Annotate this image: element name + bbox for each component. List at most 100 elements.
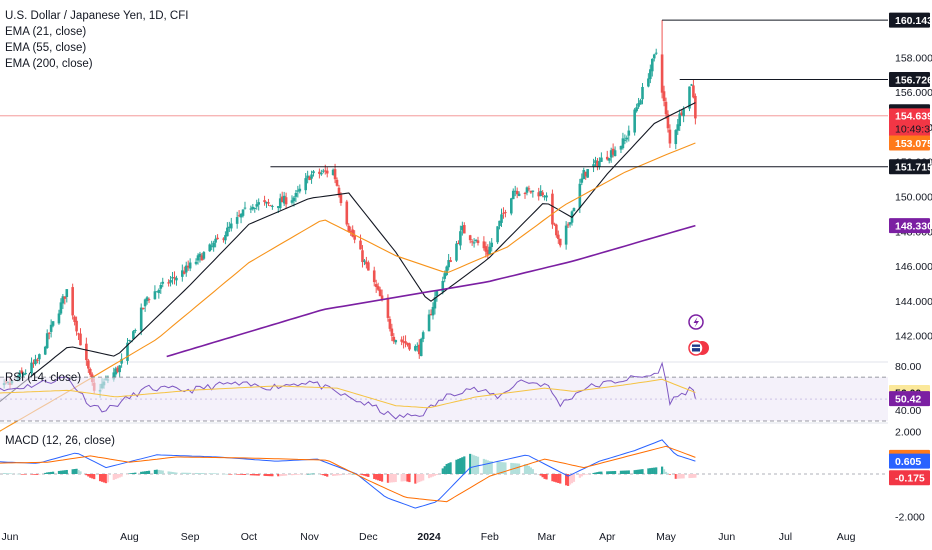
candle[interactable] xyxy=(688,86,691,112)
candle[interactable] xyxy=(308,175,311,181)
candle[interactable] xyxy=(690,83,693,86)
candle[interactable] xyxy=(523,191,527,199)
candle[interactable] xyxy=(214,235,217,248)
rsi-title[interactable]: RSI (14, close) xyxy=(5,372,82,384)
candle[interactable] xyxy=(498,220,501,230)
candle[interactable] xyxy=(592,158,595,173)
candle[interactable] xyxy=(267,198,270,206)
ema21-line[interactable] xyxy=(0,102,696,414)
candle[interactable] xyxy=(73,315,76,326)
candle[interactable] xyxy=(63,296,67,305)
candle[interactable] xyxy=(367,260,370,271)
candle[interactable] xyxy=(353,230,356,244)
candle[interactable] xyxy=(132,330,135,341)
candle[interactable] xyxy=(263,195,266,206)
ema200-legend[interactable]: EMA (200, close) xyxy=(5,58,93,70)
candle[interactable] xyxy=(229,217,233,232)
candle[interactable] xyxy=(228,221,231,233)
candle[interactable] xyxy=(365,256,368,269)
candle[interactable] xyxy=(580,173,584,186)
candle[interactable] xyxy=(363,259,366,266)
candle[interactable] xyxy=(269,204,272,207)
candle[interactable] xyxy=(414,344,417,352)
candle[interactable] xyxy=(24,369,27,376)
candle[interactable] xyxy=(545,192,548,202)
candle[interactable] xyxy=(372,266,376,287)
candle[interactable] xyxy=(443,270,447,283)
candle[interactable] xyxy=(320,169,323,176)
candle[interactable] xyxy=(194,258,198,266)
candle[interactable] xyxy=(555,223,558,238)
candle[interactable] xyxy=(22,371,26,377)
candle[interactable] xyxy=(45,329,49,349)
candle[interactable] xyxy=(361,245,364,268)
candle[interactable] xyxy=(147,297,151,304)
candle[interactable] xyxy=(652,53,656,62)
candle[interactable] xyxy=(75,316,78,336)
ema55-line[interactable] xyxy=(0,142,696,440)
candle[interactable] xyxy=(278,193,282,211)
candle[interactable] xyxy=(304,172,307,195)
candle[interactable] xyxy=(650,58,654,77)
candle[interactable] xyxy=(255,199,259,210)
candle[interactable] xyxy=(511,188,515,200)
candle[interactable] xyxy=(290,195,294,205)
candle[interactable] xyxy=(347,223,351,233)
candle[interactable] xyxy=(525,186,529,196)
candle[interactable] xyxy=(114,366,118,378)
candle[interactable] xyxy=(445,265,448,277)
candle[interactable] xyxy=(139,303,143,336)
price-pane[interactable] xyxy=(0,19,888,440)
candle[interactable] xyxy=(325,167,329,178)
candle[interactable] xyxy=(627,125,631,142)
candle[interactable] xyxy=(359,234,362,250)
candle[interactable] xyxy=(488,241,492,256)
candle[interactable] xyxy=(510,197,513,216)
candle[interactable] xyxy=(654,48,658,55)
candle[interactable] xyxy=(600,152,603,162)
candle[interactable] xyxy=(312,170,315,177)
candle[interactable] xyxy=(310,170,313,184)
candle[interactable] xyxy=(500,208,503,227)
candle[interactable] xyxy=(468,234,472,244)
candle[interactable] xyxy=(402,335,405,349)
candle[interactable] xyxy=(455,240,458,262)
candle[interactable] xyxy=(241,209,245,218)
rsi-pane[interactable] xyxy=(0,361,888,422)
candle[interactable] xyxy=(181,264,184,282)
candle[interactable] xyxy=(374,279,378,293)
event-icons[interactable] xyxy=(688,314,709,356)
candle[interactable] xyxy=(128,339,131,342)
candle[interactable] xyxy=(331,168,335,176)
candle[interactable] xyxy=(284,192,288,209)
candle[interactable] xyxy=(36,357,39,364)
candle[interactable] xyxy=(416,342,419,352)
candle[interactable] xyxy=(198,251,202,263)
candle[interactable] xyxy=(143,298,147,312)
candle[interactable] xyxy=(157,288,161,299)
candle[interactable] xyxy=(400,336,403,346)
candle[interactable] xyxy=(461,221,464,236)
price-axis[interactable]: 142.000144.000146.000148.000150.000152.0… xyxy=(889,12,932,343)
candle[interactable] xyxy=(188,258,192,272)
candle[interactable] xyxy=(88,367,92,378)
candle[interactable] xyxy=(427,309,431,332)
candle[interactable] xyxy=(527,185,531,192)
candle[interactable] xyxy=(167,279,170,287)
candle[interactable] xyxy=(196,253,200,265)
candle[interactable] xyxy=(376,282,380,292)
candle[interactable] xyxy=(390,323,394,342)
candle[interactable] xyxy=(408,342,411,351)
candle[interactable] xyxy=(404,335,407,348)
candle[interactable] xyxy=(472,238,476,248)
candle[interactable] xyxy=(79,328,82,346)
candle[interactable] xyxy=(216,234,219,240)
macd-line[interactable] xyxy=(0,439,696,509)
candle[interactable] xyxy=(692,79,695,99)
ema200-line[interactable] xyxy=(166,224,696,358)
candle[interactable] xyxy=(531,190,535,198)
candle[interactable] xyxy=(184,261,188,277)
candle[interactable] xyxy=(59,298,63,315)
